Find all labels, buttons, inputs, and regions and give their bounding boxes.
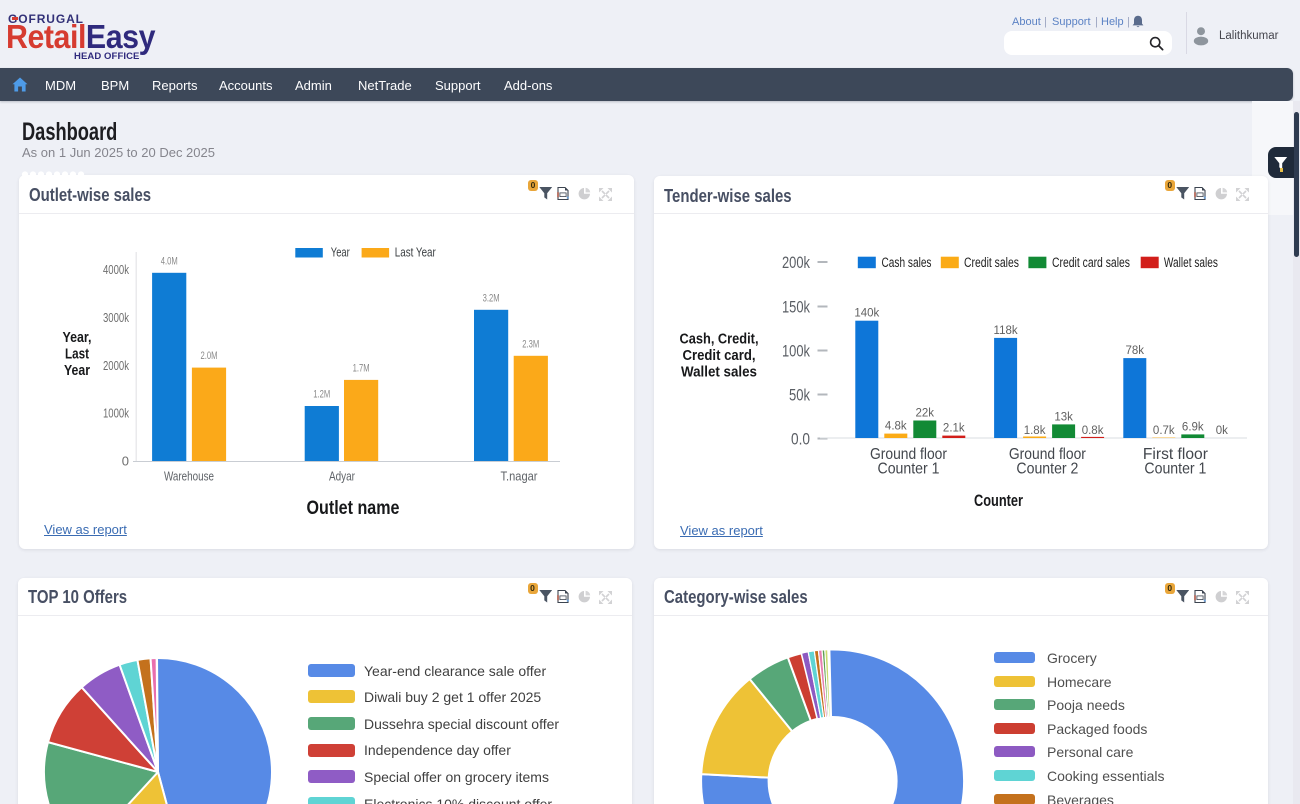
svg-text:Counter 1: Counter 1 xyxy=(878,461,940,478)
svg-text:1.2M: 1.2M xyxy=(313,389,330,401)
svg-text:Counter 1: Counter 1 xyxy=(1144,461,1206,478)
svg-text:First floor: First floor xyxy=(1143,446,1209,463)
svg-text:Year: Year xyxy=(331,246,350,260)
svg-text:100k: 100k xyxy=(782,342,810,361)
svg-text:T.nagar: T.nagar xyxy=(501,470,538,484)
svg-text:Credit sales: Credit sales xyxy=(964,255,1019,270)
svg-text:Last Year: Last Year xyxy=(395,246,436,260)
svg-text:Last: Last xyxy=(65,347,89,363)
svg-text:Adyar: Adyar xyxy=(329,470,355,484)
svg-text:0.7k: 0.7k xyxy=(1153,425,1175,437)
svg-text:0: 0 xyxy=(122,454,129,469)
svg-text:Wallet sales: Wallet sales xyxy=(681,365,757,381)
svg-text:Cash, Credit,: Cash, Credit, xyxy=(680,332,759,348)
svg-text:2.3M: 2.3M xyxy=(522,338,539,350)
svg-text:2000k: 2000k xyxy=(103,358,129,373)
svg-text:Outlet name: Outlet name xyxy=(307,498,400,519)
svg-text:2.0M: 2.0M xyxy=(201,350,218,362)
svg-text:Year: Year xyxy=(64,363,90,379)
svg-text:Cash sales: Cash sales xyxy=(882,255,932,270)
svg-text:6.9k: 6.9k xyxy=(1182,421,1204,433)
svg-text:200k: 200k xyxy=(782,253,810,272)
svg-text:4.0M: 4.0M xyxy=(161,255,178,267)
svg-text:1.8k: 1.8k xyxy=(1024,425,1046,437)
svg-text:Credit card,: Credit card, xyxy=(683,348,756,364)
svg-text:Credit card sales: Credit card sales xyxy=(1052,255,1130,270)
svg-text:140k: 140k xyxy=(854,308,879,320)
svg-text:78k: 78k xyxy=(1126,345,1145,357)
svg-text:0k: 0k xyxy=(1216,425,1228,437)
svg-text:Warehouse: Warehouse xyxy=(164,470,214,484)
svg-text:3.2M: 3.2M xyxy=(483,292,500,304)
svg-text:1000k: 1000k xyxy=(103,406,129,421)
svg-text:0.0: 0.0 xyxy=(791,430,810,449)
svg-text:4.8k: 4.8k xyxy=(885,421,907,433)
svg-text:Ground floor: Ground floor xyxy=(870,446,948,463)
svg-text:Counter 2: Counter 2 xyxy=(1016,461,1078,478)
svg-text:118k: 118k xyxy=(994,325,1018,337)
svg-text:2.1k: 2.1k xyxy=(943,423,965,435)
svg-text:150k: 150k xyxy=(782,298,810,317)
svg-text:1.7M: 1.7M xyxy=(353,362,370,374)
svg-text:Ground floor: Ground floor xyxy=(1009,446,1087,463)
svg-text:50k: 50k xyxy=(789,386,810,405)
svg-text:22k: 22k xyxy=(916,408,935,420)
svg-text:4000k: 4000k xyxy=(103,262,129,277)
svg-text:0.8k: 0.8k xyxy=(1082,425,1104,437)
svg-text:Counter: Counter xyxy=(974,491,1023,510)
svg-text:Wallet sales: Wallet sales xyxy=(1164,255,1218,270)
svg-text:Year,: Year, xyxy=(63,330,92,346)
svg-text:3000k: 3000k xyxy=(103,310,129,325)
svg-text:13k: 13k xyxy=(1054,411,1073,423)
